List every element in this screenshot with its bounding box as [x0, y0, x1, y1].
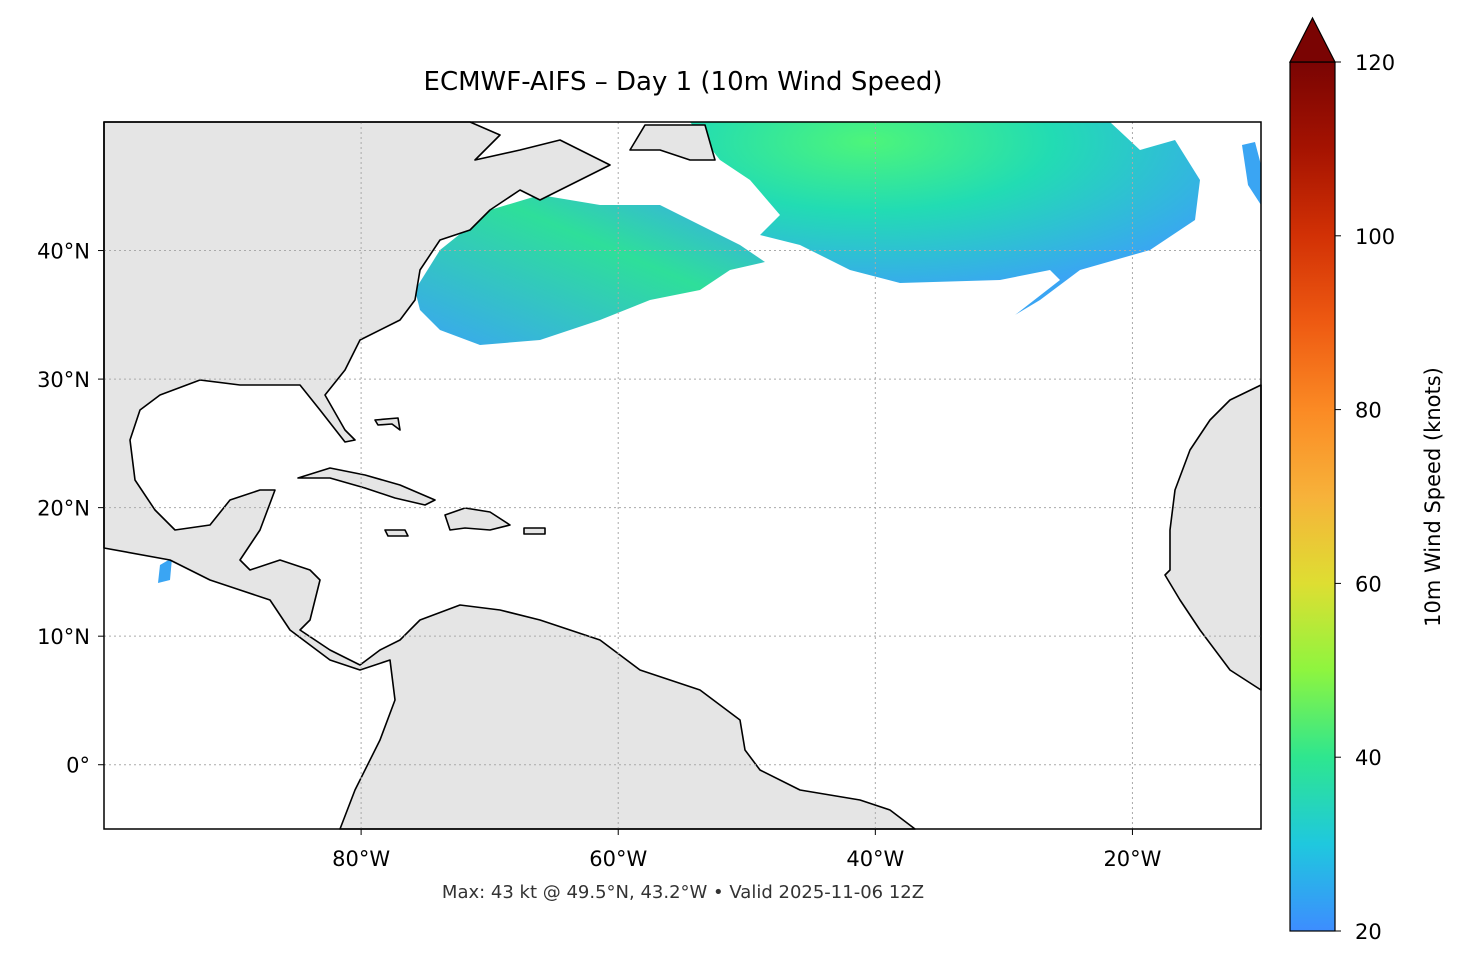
y-tick-label: 20°N [37, 497, 90, 521]
bahamas [374, 417, 401, 431]
wind-field [158, 558, 172, 583]
colorbar-tick-label: 100 [1355, 225, 1395, 249]
colorbar-extend [1289, 16, 1336, 63]
x-tick-label: 60°W [589, 847, 647, 871]
colorbar-tick-label: 20 [1355, 920, 1382, 944]
y-tick-label: 30°N [37, 368, 90, 392]
newfoundland [629, 124, 716, 161]
colorbar [1289, 61, 1336, 932]
x-tick-label: 80°W [332, 847, 390, 871]
africa [1164, 384, 1262, 691]
colorbar-tick-label: 80 [1355, 399, 1382, 423]
colorbar-tick-label: 40 [1355, 746, 1382, 770]
x-tick-label: 20°W [1103, 847, 1161, 871]
footer-note: Max: 43 kt @ 49.5°N, 43.2°W • Valid 2025… [442, 882, 924, 903]
puerto-rico [523, 527, 546, 535]
hispaniola [444, 507, 511, 531]
colorbar-tick-label: 120 [1355, 51, 1395, 75]
y-tick-label: 0° [66, 754, 90, 778]
wind-field [1242, 142, 1261, 205]
map-title: ECMWF-AIFS – Day 1 (10m Wind Speed) [424, 67, 943, 97]
americas [103, 121, 916, 830]
map-area [103, 121, 1262, 830]
y-tick-label: 40°N [37, 240, 90, 264]
jamaica [384, 529, 409, 537]
colorbar-tick-label: 60 [1355, 572, 1382, 596]
cuba [297, 467, 436, 506]
map-frame [103, 121, 1262, 830]
wind-field [415, 195, 765, 345]
y-tick-label: 10°N [37, 625, 90, 649]
colorbar-label: 10m Wind Speed (knots) [1421, 367, 1445, 627]
wind-field [690, 122, 1200, 315]
x-tick-label: 40°W [846, 847, 904, 871]
